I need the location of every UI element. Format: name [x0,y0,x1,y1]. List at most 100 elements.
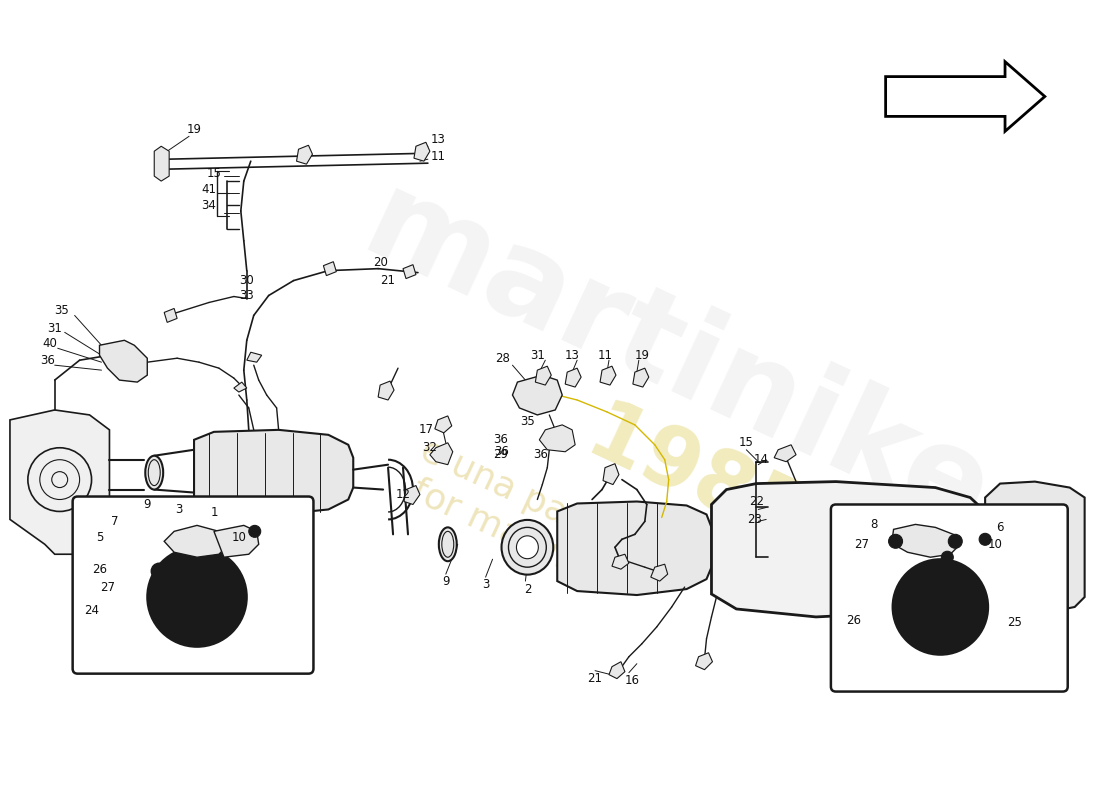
Text: 10: 10 [231,531,246,544]
Polygon shape [651,564,668,581]
Text: 13: 13 [430,133,446,146]
Text: 22: 22 [749,495,763,508]
Polygon shape [430,442,453,465]
Polygon shape [164,309,177,322]
Circle shape [926,593,955,621]
Polygon shape [886,62,1045,131]
Text: 5: 5 [96,531,103,544]
Text: 26: 26 [92,562,107,576]
Text: 19: 19 [635,349,649,362]
Ellipse shape [502,520,553,574]
Ellipse shape [145,456,163,490]
Circle shape [183,583,211,611]
Text: 20: 20 [373,256,387,269]
Circle shape [979,534,991,546]
Circle shape [147,547,246,646]
Text: 36: 36 [494,446,509,458]
Ellipse shape [516,536,538,558]
Text: 35: 35 [520,415,535,428]
Polygon shape [539,425,575,452]
Text: 32: 32 [422,442,438,454]
Polygon shape [536,366,551,385]
Text: 10: 10 [988,538,1002,550]
Text: e una passion
for martinike: e una passion for martinike [398,434,657,606]
Text: 36: 36 [41,354,55,366]
Text: 28: 28 [495,352,510,365]
Polygon shape [154,146,169,181]
FancyBboxPatch shape [830,505,1068,691]
Text: 31: 31 [47,322,63,335]
Polygon shape [558,502,712,595]
Polygon shape [323,262,337,276]
Circle shape [942,551,954,563]
Text: 33: 33 [240,289,254,302]
Text: 9: 9 [442,574,450,588]
Text: 27: 27 [855,538,869,550]
Polygon shape [712,482,986,617]
Polygon shape [378,381,394,400]
Polygon shape [600,366,616,385]
Circle shape [889,534,902,548]
Polygon shape [234,382,246,392]
Text: 12: 12 [396,488,410,501]
Text: 15: 15 [207,166,221,180]
Text: 35: 35 [54,304,69,317]
Text: 36: 36 [532,448,548,462]
Text: 1: 1 [210,506,218,519]
Text: 30: 30 [240,274,254,287]
Text: 40: 40 [42,337,57,350]
Polygon shape [513,375,562,415]
Text: 26: 26 [846,614,861,627]
Polygon shape [892,524,960,558]
Text: martinike: martinike [345,162,1009,558]
FancyBboxPatch shape [73,497,314,674]
Polygon shape [246,352,262,362]
Text: 3: 3 [175,503,183,516]
Ellipse shape [439,527,456,562]
Text: 11: 11 [430,150,446,162]
Text: 23: 23 [747,513,761,526]
Polygon shape [695,653,713,670]
Text: 27: 27 [100,581,116,594]
Circle shape [249,526,261,538]
Text: 13: 13 [564,349,580,362]
Text: 29: 29 [493,448,508,462]
Polygon shape [612,554,629,569]
Polygon shape [774,445,796,462]
Text: 1985: 1985 [574,394,818,566]
Text: 7: 7 [111,515,118,528]
Text: 14: 14 [754,454,769,466]
Polygon shape [414,142,430,161]
Polygon shape [603,464,619,485]
Text: 3: 3 [482,578,490,590]
Polygon shape [297,146,312,164]
Circle shape [152,563,167,579]
Text: 25: 25 [1008,616,1022,630]
Text: 21: 21 [587,672,603,685]
Text: 24: 24 [84,605,99,618]
Text: 16: 16 [625,674,639,687]
Circle shape [148,583,161,595]
Text: 34: 34 [201,199,217,213]
Text: 36: 36 [493,434,508,446]
Text: 17: 17 [418,423,433,436]
Text: 2: 2 [524,582,531,595]
Text: 41: 41 [201,182,217,195]
Polygon shape [403,265,416,278]
Polygon shape [565,368,581,387]
Text: 9: 9 [143,498,151,511]
Text: 11: 11 [597,349,613,362]
Circle shape [892,559,988,654]
Text: 21: 21 [381,274,396,287]
Polygon shape [434,416,452,433]
Polygon shape [99,340,147,382]
Text: 31: 31 [530,349,544,362]
Polygon shape [986,482,1085,611]
Polygon shape [632,368,649,387]
Polygon shape [213,526,258,558]
Polygon shape [404,486,420,505]
Polygon shape [609,662,625,678]
Text: 19: 19 [187,123,201,136]
Text: 6: 6 [997,521,1004,534]
Polygon shape [194,430,353,514]
